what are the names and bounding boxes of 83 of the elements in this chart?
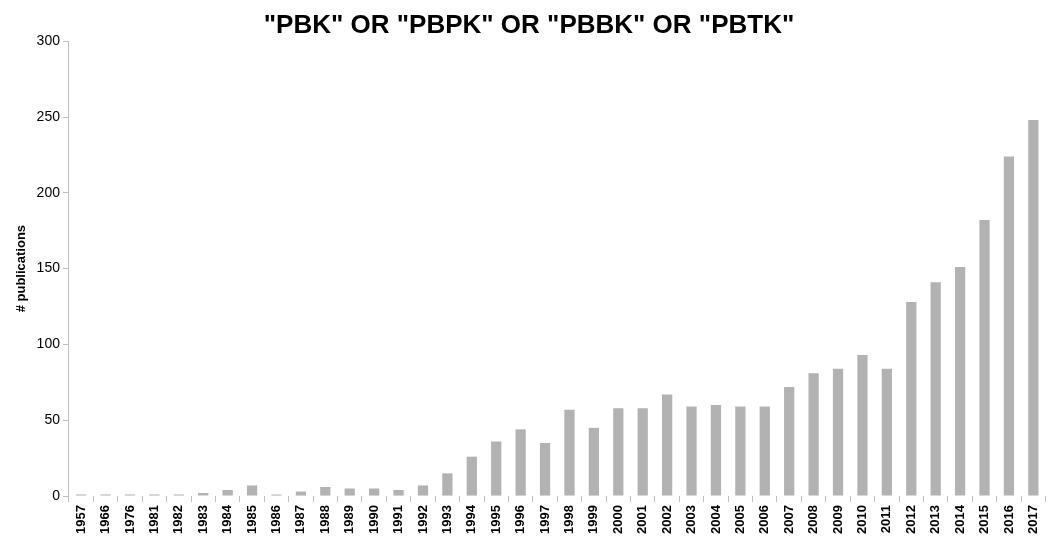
x-tick-label: 1997	[536, 505, 552, 534]
bar	[735, 406, 746, 496]
x-tick-label: 1990	[365, 505, 381, 534]
bar	[613, 408, 624, 496]
y-tick-label: 0	[52, 486, 61, 503]
x-tick-label: 1989	[341, 505, 357, 534]
x-tick-label: 2008	[805, 505, 821, 534]
x-tick-label: 1981	[145, 505, 161, 534]
x-tick-label: 2016	[1000, 505, 1016, 534]
x-tick-label: 1976	[121, 505, 137, 534]
bar	[491, 441, 502, 496]
y-tick-label: 150	[36, 259, 61, 276]
bar	[954, 267, 966, 496]
bar	[466, 456, 477, 496]
x-tick-label: 1982	[170, 505, 186, 534]
bar	[393, 490, 404, 496]
y-tick-label: 50	[44, 411, 61, 428]
x-tick-label: 1998	[561, 505, 577, 534]
bar	[539, 443, 551, 496]
x-tick-label: 1983	[194, 505, 210, 534]
bar	[857, 355, 868, 496]
y-axis-title: # publications	[13, 224, 29, 313]
x-tick-label: 1993	[438, 505, 454, 534]
x-tick-label: 2017	[1024, 505, 1040, 534]
bar	[515, 429, 526, 496]
chart-title: "PBK" OR "PBPK" OR "PBBK" OR "PBTK"	[263, 8, 795, 39]
y-tick-label: 300	[36, 32, 61, 49]
x-tick-label: 1995	[487, 505, 503, 534]
bar	[881, 368, 892, 496]
x-tick-label: 1987	[292, 505, 308, 534]
bar	[784, 386, 795, 496]
bar	[198, 493, 209, 496]
bar	[808, 373, 819, 496]
bar	[662, 394, 673, 496]
bar	[320, 486, 331, 496]
bar	[588, 427, 600, 496]
y-tick-label: 200	[36, 183, 61, 200]
x-tick-label: 1992	[414, 505, 430, 534]
x-tick-label: 1999	[585, 505, 601, 534]
bar	[442, 473, 453, 496]
bar	[1028, 120, 1039, 496]
x-tick-label: 1986	[268, 505, 284, 534]
bar	[564, 409, 575, 496]
x-tick-label: 2015	[976, 505, 992, 534]
bar	[417, 485, 429, 496]
bar	[1003, 156, 1015, 496]
bar	[832, 368, 844, 496]
bar	[295, 491, 307, 496]
x-tick-label: 2010	[854, 505, 870, 534]
x-tick-label: 1957	[72, 505, 88, 534]
x-tick-label: 1966	[97, 505, 113, 534]
bar	[369, 488, 380, 496]
bar	[246, 485, 258, 496]
x-tick-label: 2001	[634, 505, 650, 534]
x-tick-label: 2000	[609, 505, 625, 534]
x-tick-label: 2012	[902, 505, 918, 534]
x-tick-label: 2006	[756, 505, 772, 534]
x-tick-label: 1985	[243, 505, 259, 534]
x-tick-label: 2003	[683, 505, 699, 534]
y-tick-label: 250	[36, 107, 61, 124]
y-tick-label: 100	[36, 335, 61, 352]
bar	[759, 406, 770, 496]
x-tick-label: 2002	[658, 505, 674, 534]
bar	[637, 408, 648, 496]
x-tick-label: 2009	[829, 505, 845, 534]
x-tick-label: 1996	[512, 505, 528, 534]
bar	[930, 282, 941, 496]
x-tick-label: 2004	[707, 504, 723, 534]
bar	[906, 302, 917, 496]
bar	[686, 406, 697, 496]
x-tick-label: 1991	[390, 505, 406, 534]
x-tick-label: 2014	[951, 504, 967, 534]
x-tick-label: 2011	[878, 505, 894, 534]
bar	[710, 405, 722, 496]
x-tick-label: 2007	[780, 505, 796, 534]
bar	[222, 490, 233, 496]
x-tick-label: 1988	[316, 505, 332, 534]
bar	[979, 220, 990, 496]
x-tick-label: 2005	[731, 505, 747, 534]
x-tick-label: 1984	[219, 504, 235, 534]
x-tick-label: 2013	[927, 505, 943, 534]
bar	[344, 488, 355, 496]
x-tick-label: 1994	[463, 504, 479, 534]
